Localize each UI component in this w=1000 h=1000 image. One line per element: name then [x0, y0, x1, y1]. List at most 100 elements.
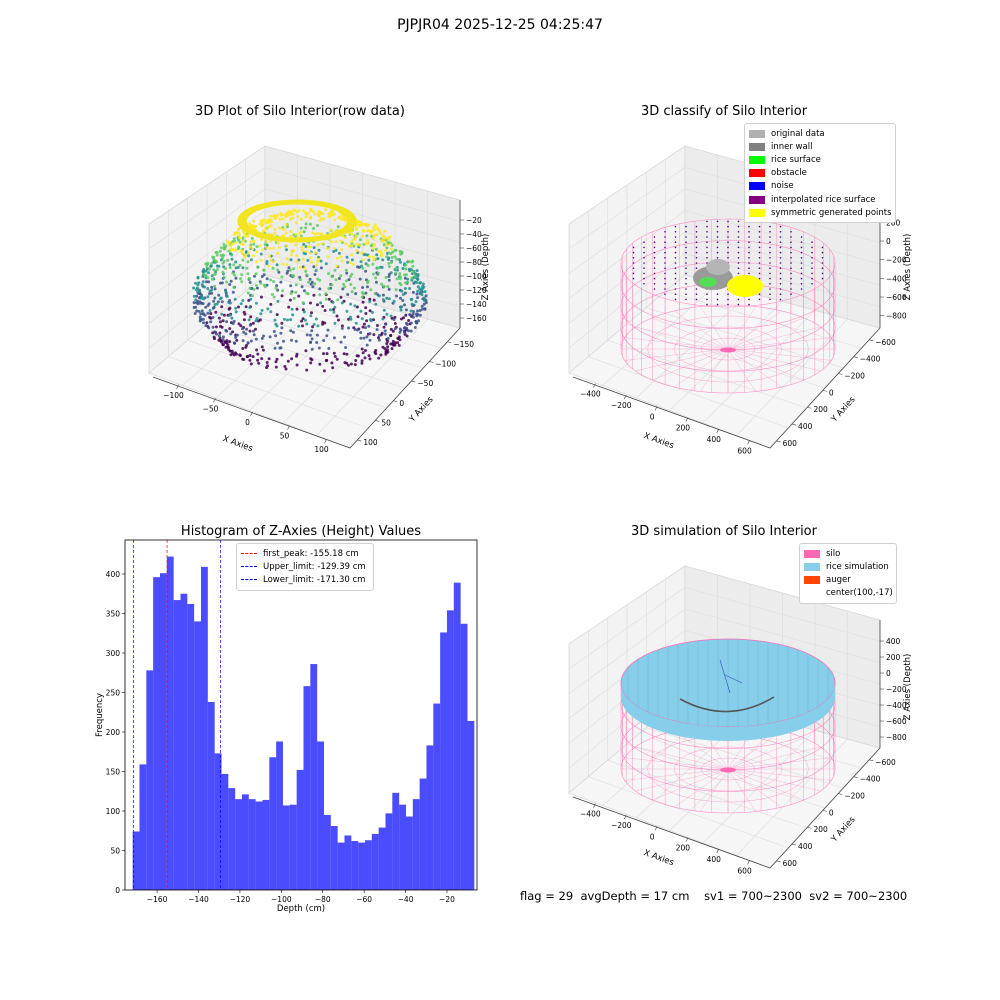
- histogram-bar: [433, 703, 441, 890]
- histogram-frame: [124, 539, 478, 891]
- svg-text:0: 0: [650, 412, 655, 421]
- histogram-x-tick-label: −80: [315, 895, 331, 904]
- raw-x-ticks: −100 −50 0 50 100: [163, 384, 329, 454]
- svg-text:−400: −400: [860, 355, 881, 364]
- legend-swatch: [749, 208, 765, 217]
- svg-text:−600: −600: [886, 717, 907, 726]
- svg-text:0: 0: [829, 808, 834, 817]
- histogram-bar: [139, 764, 147, 890]
- svg-text:−400: −400: [886, 274, 907, 283]
- svg-text:−50: −50: [203, 404, 219, 413]
- histogram-bar: [296, 769, 304, 890]
- histogram-bar: [303, 686, 311, 890]
- svg-text:−600: −600: [875, 338, 896, 347]
- svg-text:−200: −200: [844, 372, 865, 381]
- histogram-bar: [173, 600, 181, 890]
- histogram-title: Histogram of Z-Axies (Height) Values: [180, 524, 422, 539]
- legend-label: obstacle: [771, 168, 807, 179]
- svg-text:50: 50: [381, 418, 391, 427]
- histogram-plot: −160 −140 −120 −100 −80 −60 −40 −20 0 50 100 150 20…: [95, 539, 478, 914]
- svg-text:−100: −100: [435, 359, 456, 368]
- raw-z-ticks: −20 −40 −60 −80 −100 −120 −140 −160: [460, 216, 487, 323]
- histogram-x-tick-label: −20: [439, 895, 455, 904]
- legend-swatch: [749, 142, 765, 151]
- legend-label: noise: [771, 181, 794, 192]
- histogram-legend-item: Upper_limit: -129.39 cm: [241, 560, 369, 573]
- svg-text:−800: −800: [886, 733, 907, 742]
- histogram-bar: [337, 842, 345, 890]
- histogram-y-ticks: 0 50 100 150 200 250 300 350 400: [106, 570, 125, 895]
- histogram-bar: [262, 799, 270, 890]
- classify-y-label: Y Axies: [829, 394, 858, 425]
- histogram-bars: [132, 556, 475, 890]
- classify-blobs: [693, 259, 763, 353]
- svg-text:−160: −160: [466, 314, 487, 323]
- classify-x-label: X Axies: [642, 431, 675, 451]
- histogram-bar: [194, 621, 201, 890]
- histogram-bar: [392, 792, 400, 890]
- histogram-bar: [146, 670, 154, 890]
- histogram-bar: [440, 632, 447, 890]
- histogram-bar: [269, 757, 277, 890]
- legend-label: original data: [771, 128, 825, 139]
- raw-3d-title: 3D Plot of Silo Interior(row data): [195, 104, 405, 119]
- legend-label: auger: [826, 574, 851, 585]
- svg-text:200: 200: [676, 844, 691, 853]
- svg-text:−60: −60: [466, 244, 482, 253]
- sim-3d-title: 3D simulation of Silo Interior: [631, 524, 817, 539]
- legend-label: interpolated rice surface: [771, 194, 876, 205]
- histogram-marker-lines: [133, 540, 221, 890]
- svg-text:600: 600: [737, 446, 752, 455]
- legend-swatch: [749, 129, 765, 138]
- histogram-bar: [187, 604, 195, 890]
- status-footer: flag = 29 avgDepth = 17 cm sv1 = 700~230…: [520, 889, 907, 903]
- legend-swatch: [749, 195, 765, 204]
- legend-swatch: [804, 589, 820, 597]
- legend-line-swatch: [241, 566, 257, 568]
- legend-swatch: [804, 549, 820, 558]
- svg-text:−600: −600: [886, 293, 907, 302]
- histogram-x-tick-label: −120: [230, 895, 251, 904]
- classify-3d-title: 3D classify of Silo Interior: [640, 104, 808, 119]
- sim-x-label: X Axies: [642, 848, 675, 868]
- histogram-y-tick-label: 300: [106, 649, 121, 658]
- raw-point-cloud: [192, 199, 428, 373]
- legend-swatch: [749, 169, 765, 178]
- raw-y-ticks: 100 50 0 −50 −100 −150: [357, 340, 474, 447]
- histogram-x-tick-label: −100: [271, 895, 292, 904]
- svg-text:400: 400: [707, 435, 722, 444]
- histogram-x-tick-label: −60: [356, 895, 372, 904]
- svg-text:−200: −200: [886, 685, 907, 694]
- legend-label: inner wall: [771, 141, 813, 152]
- histogram-y-tick-label: 350: [106, 609, 121, 618]
- svg-text:100: 100: [363, 438, 378, 447]
- histogram-bar: [358, 842, 365, 890]
- svg-text:−140: −140: [466, 300, 487, 309]
- classify-legend-item: obstacle: [749, 167, 891, 180]
- svg-text:0: 0: [399, 399, 404, 408]
- histogram-bar: [405, 816, 413, 890]
- svg-text:400: 400: [886, 637, 901, 646]
- histogram-y-tick-label: 250: [106, 688, 121, 697]
- svg-text:−100: −100: [466, 272, 487, 281]
- classify-z-label: Z Axies (Depth): [903, 234, 913, 301]
- histogram-bar: [241, 794, 249, 890]
- histogram-y-tick-label: 100: [106, 807, 121, 816]
- classify-legend-item: symmetric generated points: [749, 206, 892, 219]
- histogram-bar: [419, 778, 427, 890]
- avg-depth-text: avgDepth = 17 cm: [580, 889, 690, 903]
- svg-text:600: 600: [783, 859, 798, 868]
- histogram-x-ticks: −160 −140 −120 −100 −80 −60 −40 −20: [147, 890, 455, 904]
- svg-text:100: 100: [314, 445, 329, 454]
- legend-swatch: [804, 575, 820, 584]
- svg-text:200: 200: [813, 405, 828, 414]
- sv2-text: sv2 = 700~2300: [809, 889, 908, 903]
- histogram-bar: [446, 610, 454, 890]
- svg-text:200: 200: [886, 653, 901, 662]
- histogram-bar: [180, 593, 188, 890]
- svg-text:−50: −50: [417, 379, 433, 388]
- svg-text:−400: −400: [886, 701, 907, 710]
- histogram-bar: [235, 799, 242, 890]
- sim-legend-item: silo: [804, 547, 892, 560]
